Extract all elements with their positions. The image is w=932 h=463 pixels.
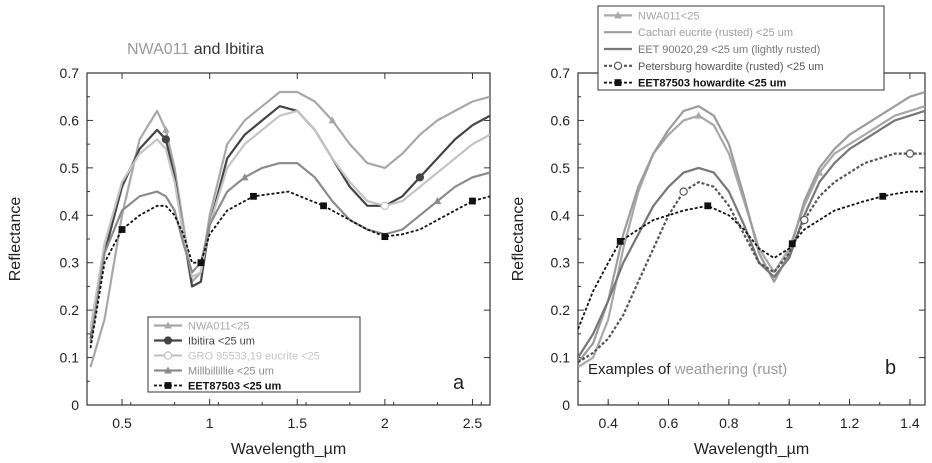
y-tick-label: 0.6 (60, 112, 80, 128)
series-group (89, 90, 490, 368)
y-tick-label: 0.4 (551, 207, 571, 223)
series-marker-4 (320, 202, 327, 210)
y-tick-label: 0.7 (60, 65, 80, 81)
series-line-1 (578, 90, 925, 363)
x-tick-label: 0.6 (659, 415, 679, 431)
series-marker-4 (381, 233, 389, 241)
legend-label: NWA011<25 (188, 321, 249, 333)
series-marker-3 (800, 215, 809, 225)
series-marker-4 (879, 192, 887, 200)
y-tick-label: 0.2 (60, 302, 80, 318)
series-line-2 (578, 109, 925, 359)
x-tick-label: 1.5 (288, 415, 308, 431)
series-marker-0 (328, 116, 337, 124)
legend-swatch-marker (164, 366, 172, 374)
series-marker-3 (240, 173, 249, 181)
series-marker-0 (162, 125, 170, 133)
series-line-0 (89, 90, 490, 368)
legend: NWA011<25 Ibitira <25 um GRO 95533,19 eucr… (147, 316, 361, 393)
y-tick-label: 0.3 (551, 255, 571, 271)
series-marker-4 (788, 240, 796, 248)
x-tick-label: 0.8 (719, 415, 739, 431)
legend-label: Ibitira <25 um (188, 336, 255, 348)
y-tick-label: 0.7 (551, 65, 571, 81)
y-tick-label: 0.1 (551, 350, 571, 366)
panel-label: a (453, 372, 465, 394)
series-line-3 (89, 162, 490, 344)
series-marker-4 (704, 202, 712, 210)
legend-label: Cachari eucrite (rusted) <25 um (638, 27, 793, 39)
x-tick-label: 0.4 (598, 415, 618, 431)
x-axis-label: Wavelength_µm (694, 441, 809, 458)
legend-swatch-marker (163, 351, 173, 360)
y-tick-label: 0.6 (551, 112, 571, 128)
x-tick-label: 1 (785, 415, 793, 431)
legend-label: Petersburg howardite (rusted) <25 um (638, 61, 824, 73)
series-marker-4 (197, 259, 205, 267)
legend-swatch-marker (613, 61, 623, 71)
legend-label: EET87503 <25 um (188, 381, 281, 393)
series-marker-1 (161, 135, 170, 144)
legend-swatch-marker (164, 321, 172, 329)
legend: NWA011<25 Cachari eucrite (rusted) <25 um… (597, 5, 885, 91)
x-tick-label: 2.5 (463, 415, 483, 431)
legend-swatch-marker (614, 79, 622, 86)
series-line-2 (89, 109, 490, 330)
series-line-1 (89, 105, 490, 339)
chart-panel-a: 0 0.1 0.2 0.3 0.4 0.5 0.6 0.7 0.5 1 1.5 2 2.5 Wavelen… (7, 41, 491, 458)
series-line-3 (578, 152, 925, 364)
annotation-part: (rust) (748, 361, 787, 378)
y-tick-label: 0.2 (551, 302, 571, 318)
chart-panel-b: 0 0.1 0.2 0.3 0.4 0.5 0.6 0.7 0.4 0.6 0.8 1 1.2 1.4 Wa… (510, 5, 926, 458)
y-tick-label: 0.5 (551, 160, 571, 176)
chart-title: NWA011 and Ibitira (127, 41, 264, 58)
series-marker-4 (469, 197, 476, 205)
legend-box (597, 5, 885, 91)
y-tick-label: 0 (562, 397, 570, 413)
legend-swatch-marker (614, 11, 622, 19)
y-tick-label: 0.3 (60, 255, 80, 271)
chart-title-part: and Ibitira (189, 41, 264, 58)
series-marker-4 (118, 226, 126, 233)
x-tick-label: 2 (381, 415, 389, 431)
legend-swatch-marker (164, 382, 172, 389)
y-axis-label: Reflectance (7, 197, 24, 282)
x-tick-label: 0.5 (112, 415, 132, 431)
series-line-0 (578, 105, 925, 369)
series-group (578, 90, 925, 369)
legend-label: Millbillillie <25 um (188, 366, 274, 378)
x-tick-label: 1.4 (900, 415, 920, 431)
chart-title-part: NWA011 (127, 41, 189, 58)
legend-box (147, 316, 361, 393)
series-marker-3 (679, 187, 688, 196)
legend-swatch-marker (163, 336, 173, 345)
series-marker-3 (905, 149, 915, 158)
series-marker-4 (250, 192, 257, 200)
annotation-text: Examples of weathering (rust) (588, 361, 787, 378)
series-marker-0 (694, 111, 703, 119)
annotation-part: Examples of (588, 361, 675, 378)
series-marker-1 (415, 173, 425, 182)
panel-label: b (885, 357, 896, 379)
y-tick-label: 0 (71, 397, 79, 413)
legend-label: EET 90020,29 <25 um (lightly rusted) (638, 44, 820, 56)
annotation-part: weathering (674, 361, 748, 378)
series-marker-4 (616, 237, 624, 245)
x-axis-label: Wavelength_µm (231, 441, 346, 458)
series-line-4 (89, 190, 490, 349)
y-tick-label: 0.1 (60, 350, 80, 366)
series-marker-2 (380, 201, 390, 210)
legend-label: NWA011<25 (638, 10, 699, 22)
legend-label: EET87503 howardite <25 um (638, 78, 786, 90)
series-marker-3 (433, 197, 442, 205)
y-axis-label: Reflectance (510, 197, 527, 282)
plot-frame (577, 72, 926, 406)
legend-label: GRO 95533,19 eucrite <25 (188, 351, 320, 363)
x-tick-label: 1 (206, 415, 214, 431)
x-tick-label: 1.2 (840, 415, 860, 431)
series-line-4 (578, 190, 925, 330)
y-tick-label: 0.5 (60, 160, 80, 176)
y-tick-label: 0.4 (60, 207, 80, 223)
